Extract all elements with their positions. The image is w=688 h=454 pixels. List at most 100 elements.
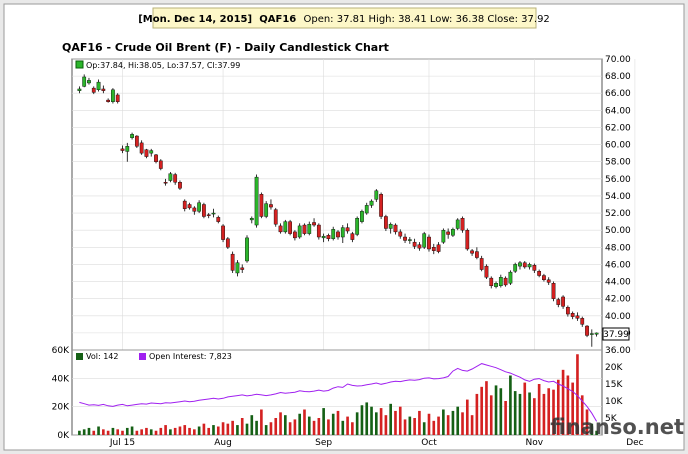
candle-up — [297, 225, 302, 238]
candle-down — [446, 231, 451, 235]
candle-up — [589, 333, 594, 335]
volume-bar — [145, 427, 148, 435]
volume-bar — [226, 423, 230, 435]
candle-down — [225, 238, 230, 248]
candle-down — [537, 271, 542, 276]
candle-down — [302, 224, 307, 234]
candle-down — [551, 283, 556, 299]
volume-bar — [580, 395, 584, 435]
volume-bar — [465, 399, 469, 435]
candle-down — [532, 265, 537, 271]
volume-bar — [341, 420, 345, 435]
price-y-tick-label: 46.00 — [605, 260, 631, 270]
volume-bar — [102, 429, 105, 435]
volume-bar — [513, 391, 517, 435]
price-legend-text: Op:37.84, Hi:38.05, Lo:37.57, Cl:37.99 — [86, 61, 240, 70]
volume-bar — [475, 393, 479, 435]
candle-down — [561, 296, 565, 307]
volume-bar — [355, 412, 359, 435]
volume-bar — [413, 418, 416, 435]
volume-bar — [533, 398, 536, 435]
candle-down — [269, 204, 273, 208]
candle-down — [192, 207, 197, 212]
candle-down — [556, 299, 561, 305]
volume-bar — [446, 415, 450, 435]
volume-bar — [576, 354, 579, 435]
candle-up — [388, 223, 393, 229]
volume-bar — [451, 410, 455, 435]
volume-bar — [178, 426, 182, 435]
volume-bar — [240, 418, 244, 435]
volume-bar — [528, 392, 531, 435]
volume-bar — [346, 416, 349, 435]
volume-bar — [121, 430, 124, 435]
candle-up — [369, 200, 374, 206]
volume-bar — [398, 406, 402, 435]
volume-left-tick-label: 60K — [52, 346, 70, 356]
volume-bar — [518, 393, 522, 435]
price-y-tick-label: 42.00 — [605, 295, 631, 305]
volume-bar — [140, 429, 143, 435]
volume-bar — [408, 416, 412, 435]
volume-bar — [207, 427, 211, 435]
volume-y-axis-left: 60K 40K 20K 0K — [52, 346, 70, 441]
volume-bar — [499, 388, 503, 435]
volume-bar — [202, 423, 206, 435]
volume-bar — [470, 415, 474, 435]
candle-up — [407, 239, 412, 241]
header-quote: [Mon. Dec 14, 2015] QAF16 Open: 37.81 Hi… — [138, 14, 550, 25]
candle-down — [345, 227, 350, 232]
volume-bar — [442, 409, 445, 435]
candle-up — [211, 212, 216, 215]
candle-up — [360, 211, 364, 222]
candle-up — [168, 173, 173, 181]
volume-bar — [336, 410, 340, 435]
price-y-tick-label: 52.00 — [605, 209, 631, 219]
volume-bar — [595, 430, 598, 435]
candle-down — [336, 231, 340, 238]
volume-bar — [231, 420, 234, 435]
header-symbol: QAF16 — [259, 14, 296, 25]
candle-down — [221, 225, 225, 240]
price-y-tick-label: 60.00 — [605, 141, 631, 151]
volume-bar — [173, 427, 177, 435]
candle-down — [546, 279, 551, 283]
price-y-tick-label: 44.00 — [605, 278, 631, 288]
price-y-tick-label: 58.00 — [605, 158, 631, 168]
candle-down — [293, 231, 297, 239]
candle-up — [96, 81, 101, 91]
volume-bar — [422, 422, 426, 435]
candle-up — [245, 237, 249, 262]
candle-down — [173, 174, 178, 183]
volume-bar — [504, 401, 507, 435]
candle-up — [77, 88, 82, 91]
volume-bar — [188, 427, 191, 435]
price-legend: Op:37.84, Hi:38.05, Lo:37.57, Cl:37.99 — [75, 60, 240, 70]
volume-bar — [307, 416, 311, 435]
candle-down — [187, 204, 192, 209]
candle-up — [111, 89, 115, 102]
candle-down — [106, 99, 111, 102]
candle-down — [163, 182, 168, 184]
volume-bar — [317, 418, 321, 435]
header-date: [Mon. Dec 14, 2015] — [138, 14, 252, 25]
candle-up — [283, 221, 288, 233]
candle-down — [326, 235, 331, 239]
volume-bar — [585, 409, 589, 435]
candle-down — [398, 231, 403, 237]
candle-down — [273, 209, 278, 225]
volume-bar — [485, 381, 488, 435]
candle-down — [134, 135, 139, 147]
volume-bar — [111, 427, 115, 435]
candle-down — [503, 277, 508, 286]
volume-bar — [432, 420, 436, 435]
volume-bar — [284, 415, 287, 435]
volume-bar — [236, 425, 239, 435]
candle-up — [321, 235, 326, 239]
volume-series — [78, 354, 598, 435]
candle-down — [565, 307, 570, 315]
oi-legend-text: Open Interest: 7,823 — [149, 352, 232, 361]
volume-left-tick-label: 20K — [52, 403, 70, 413]
volume-y-axis-right: 20K 15K 10K 5K — [605, 363, 623, 424]
